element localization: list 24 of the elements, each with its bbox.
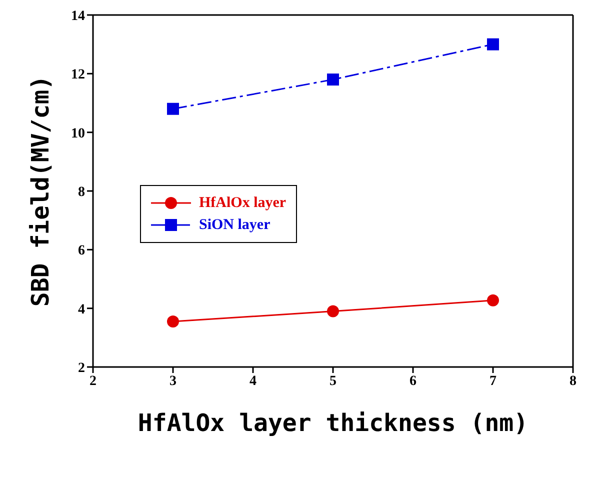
y-tick-label: 4 (78, 302, 85, 318)
x-tick-label: 3 (170, 374, 176, 389)
x-tick-label: 4 (250, 374, 256, 389)
y-tick-label: 14 (71, 8, 85, 24)
point (327, 74, 339, 86)
y-tick-label: 6 (78, 244, 85, 259)
y-tick-label: 12 (71, 68, 85, 83)
x-tick-label: 7 (490, 374, 496, 389)
legend-label: HfAlOx layer (199, 194, 286, 212)
point (487, 294, 499, 306)
x-tick-label: 2 (90, 374, 96, 389)
x-tick-label: 6 (410, 374, 416, 389)
point (167, 102, 179, 115)
x-tick-label: 5 (330, 374, 336, 389)
x-axis-title: HfAlOx layer thickness (nm) (138, 409, 528, 437)
y-tick-label: 10 (71, 126, 85, 142)
point (327, 305, 339, 318)
legend-label: SiON layer (199, 216, 270, 234)
y-tick-label: 8 (78, 184, 85, 200)
y-tick-label: 2 (78, 360, 85, 376)
y-axis-title: SBD field(MV/cm) (26, 75, 55, 307)
point (487, 38, 499, 50)
point (167, 316, 179, 328)
x-tick-label: 8 (570, 374, 576, 389)
